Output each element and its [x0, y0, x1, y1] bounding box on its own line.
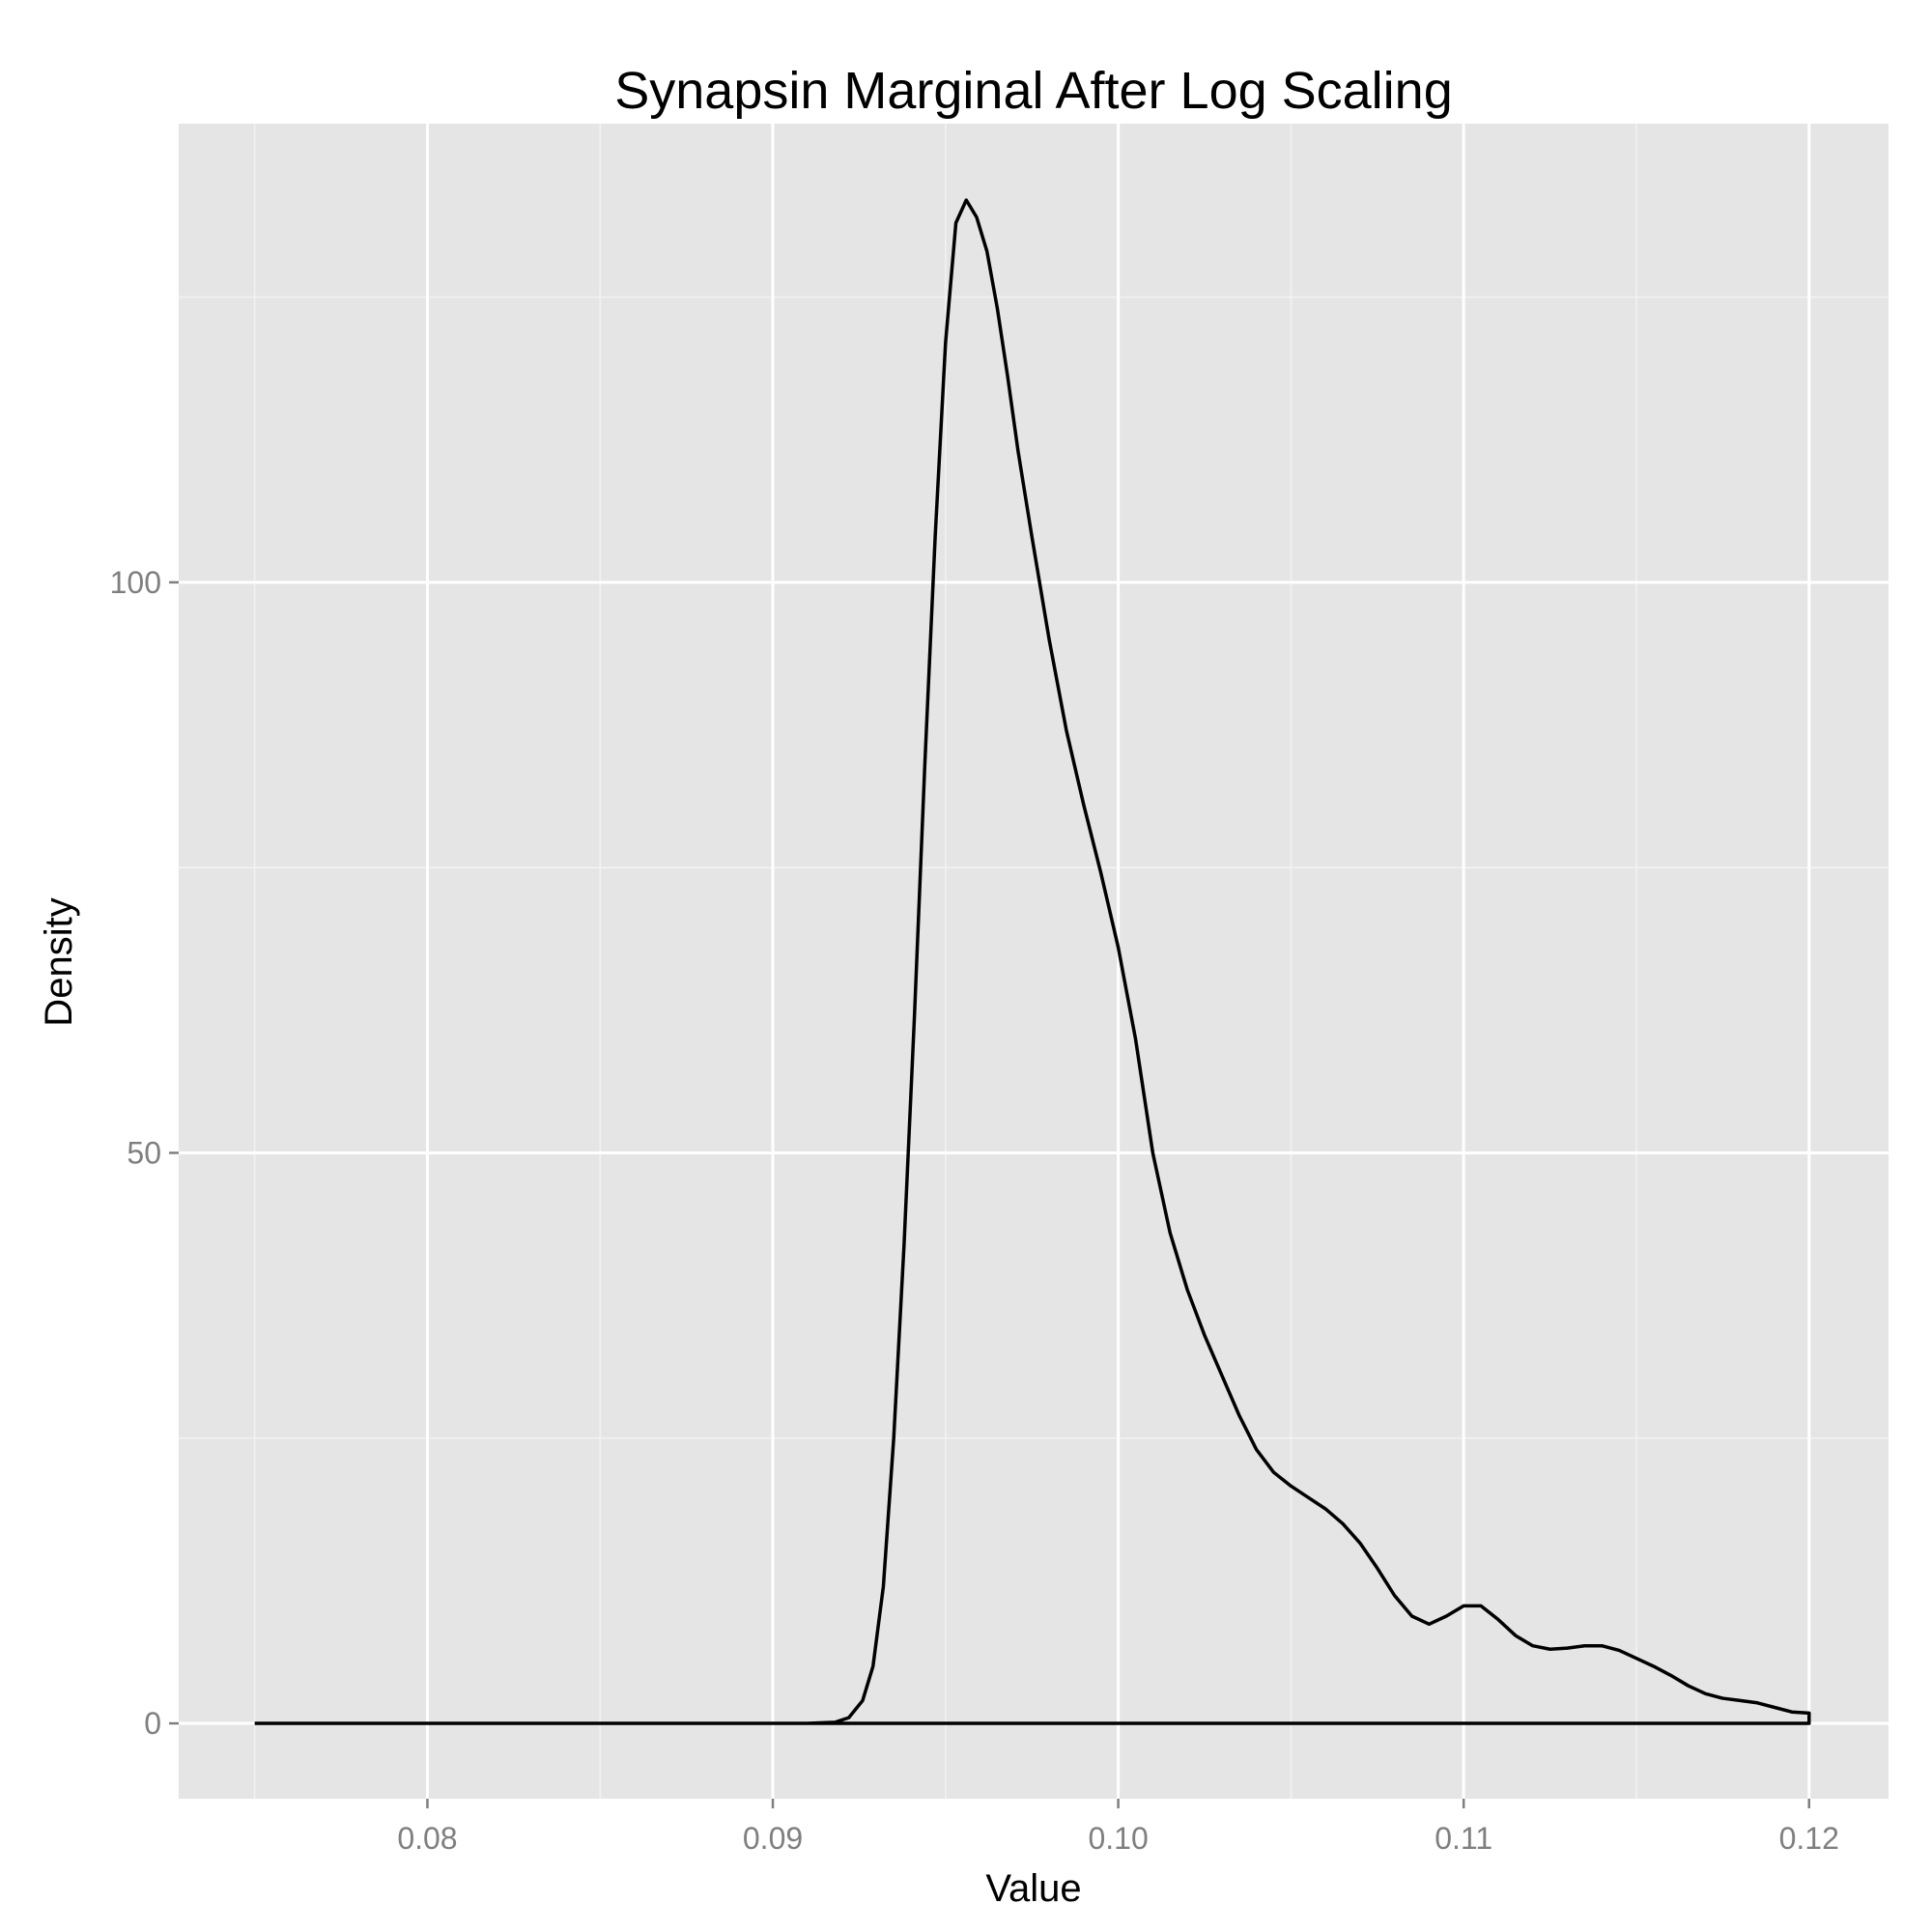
- plot-panel: [179, 124, 1889, 1799]
- y-tick-label: 50: [127, 1135, 161, 1170]
- y-axis-title: Density: [38, 897, 80, 1026]
- y-tick-label: 100: [110, 565, 161, 600]
- density-line: [254, 198, 1811, 1725]
- axis-ticks: [169, 581, 1811, 1808]
- x-tick-label: 0.10: [1088, 1821, 1148, 1856]
- x-tick-label: 0.08: [397, 1821, 457, 1856]
- x-axis-tick-labels: 0.08 0.09 0.10 0.11 0.12: [397, 1821, 1839, 1856]
- x-tick-label: 0.09: [743, 1821, 803, 1856]
- chart-title: Synapsin Marginal After Log Scaling: [614, 62, 1453, 120]
- x-axis-title: Value: [985, 1867, 1081, 1910]
- minor-gridlines: [179, 124, 1889, 1799]
- y-tick-label: 0: [144, 1706, 161, 1741]
- x-tick-label: 0.11: [1435, 1821, 1492, 1856]
- x-tick-label: 0.12: [1779, 1821, 1839, 1856]
- y-axis-tick-labels: 0 50 100: [110, 565, 161, 1741]
